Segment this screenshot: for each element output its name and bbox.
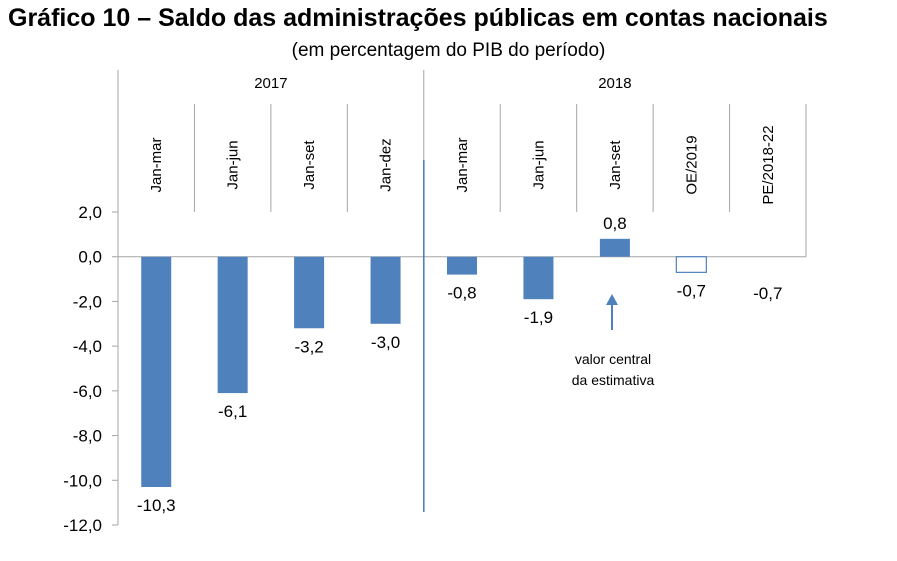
y-tick-label: -2,0 xyxy=(73,292,102,311)
value-label: -3,2 xyxy=(294,337,323,356)
bar xyxy=(217,256,248,394)
bar xyxy=(141,256,172,487)
group-label: 2017 xyxy=(254,75,287,92)
bar xyxy=(523,256,554,300)
category-label: Jan-mar xyxy=(148,137,165,192)
annotation-line-2: da estimativa xyxy=(572,372,655,388)
value-label: -0,7 xyxy=(753,284,782,303)
category-label: PE/2018-22 xyxy=(760,125,777,204)
value-labels: -10,3 -6,1 -3,2 -3,0 -0,8 -1,9 0,8 -0,7 -0,7 xyxy=(137,214,783,515)
annotation: valor central da estimativa xyxy=(572,294,655,388)
bar xyxy=(447,256,477,275)
y-tick-label: -10,0 xyxy=(63,471,102,490)
group-label: 2018 xyxy=(598,75,631,92)
value-label: -0,7 xyxy=(677,281,706,300)
value-label: -6,1 xyxy=(218,402,247,421)
category-labels: Jan-mar Jan-jun Jan-set Jan-dez Jan-mar Jan-j… xyxy=(148,125,777,204)
bar xyxy=(370,256,401,324)
y-axis: 2,0 0,0 -2,0 -4,0 -6,0 -8,0 -10,0 -12,0 xyxy=(63,203,118,535)
y-tick-label: 0,0 xyxy=(78,248,102,267)
bars xyxy=(141,238,707,487)
bar xyxy=(599,238,630,257)
group-labels: 2017 2018 xyxy=(254,75,631,92)
value-label: -1,9 xyxy=(524,308,553,327)
category-label: Jan-set xyxy=(607,140,624,190)
category-label: Jan-jun xyxy=(530,140,547,189)
bar xyxy=(294,256,325,329)
chart-title: Gráfico 10 – Saldo das administrações pú… xyxy=(8,4,828,32)
y-tick-label: -4,0 xyxy=(73,337,102,356)
y-tick-label: -6,0 xyxy=(73,382,102,401)
chart-subtitle: (em percentagem do PIB do período) xyxy=(291,40,606,61)
y-tick-label: -8,0 xyxy=(73,427,102,446)
y-tick-label: -12,0 xyxy=(63,516,102,535)
value-label: 0,8 xyxy=(603,214,627,233)
category-label: Jan-set xyxy=(301,140,318,190)
category-label: OE/2019 xyxy=(683,135,700,194)
value-label: -0,8 xyxy=(447,284,476,303)
category-label: Jan-mar xyxy=(454,137,471,192)
arrow-up-head xyxy=(606,294,618,305)
value-label: -3,0 xyxy=(371,333,400,352)
annotation-line-1: valor central xyxy=(575,351,651,367)
y-tick-label: 2,0 xyxy=(78,203,102,222)
category-label: Jan-dez xyxy=(378,138,395,191)
category-label: Jan-jun xyxy=(225,140,242,189)
value-label: -10,3 xyxy=(137,496,176,515)
bar-outline xyxy=(675,256,707,273)
